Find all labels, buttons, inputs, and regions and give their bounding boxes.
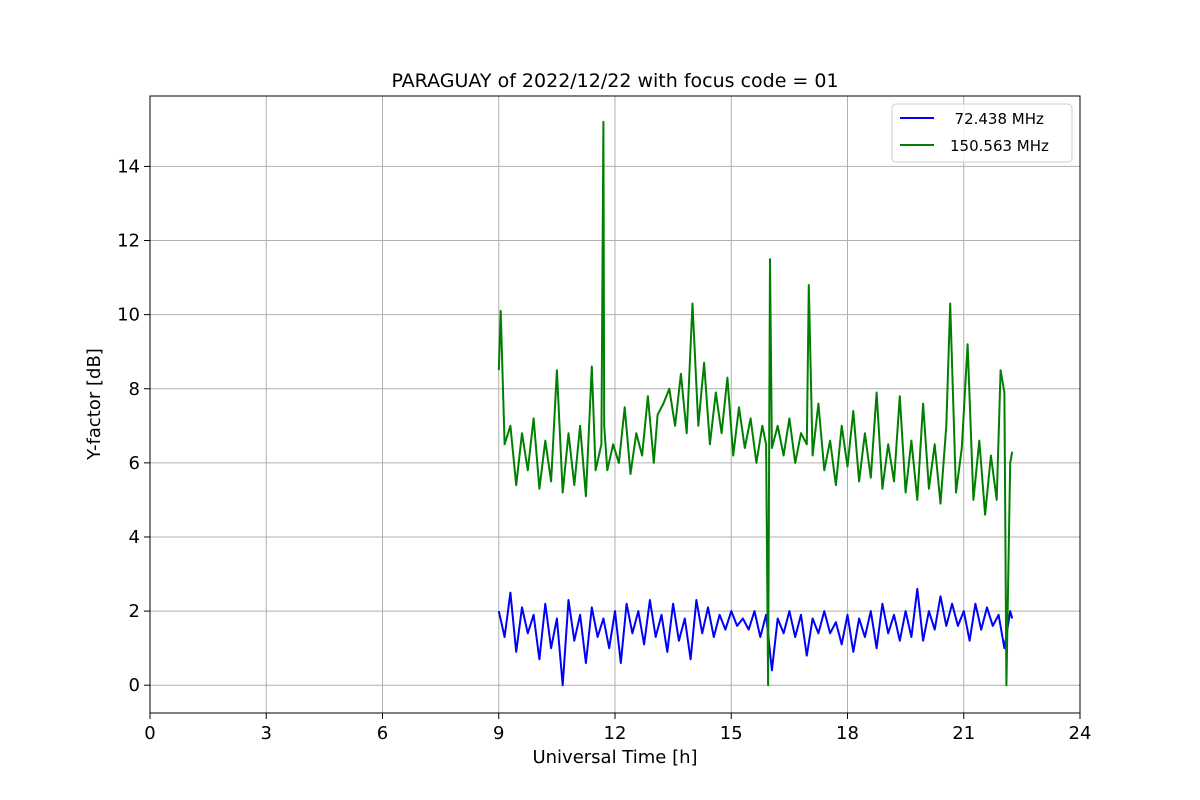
x-tick-label: 3: [261, 723, 272, 744]
x-tick-label: 15: [720, 723, 743, 744]
legend-label-2: 150.563 MHz: [950, 137, 1049, 155]
x-tick-label: 0: [144, 723, 155, 744]
x-tick-label: 9: [493, 723, 504, 744]
chart-title: PARAGUAY of 2022/12/22 with focus code =…: [391, 70, 838, 92]
x-tick-label: 6: [377, 723, 388, 744]
y-tick-label: 12: [117, 231, 140, 252]
y-tick-label: 6: [129, 453, 140, 474]
series-layer: [497, 120, 1014, 687]
y-tick-label: 8: [129, 379, 140, 400]
y-axis-label: Y-factor [dB]: [84, 348, 105, 461]
y-tick-label: 14: [117, 156, 140, 177]
legend-box: [891, 103, 1073, 163]
legend-label-1: 72.438 MHz: [945, 110, 1044, 128]
y-tick-label: 4: [129, 527, 140, 548]
legend: 72.438 MHz 150.563 MHz: [891, 103, 1073, 163]
y-tick-label: 0: [129, 675, 140, 696]
x-tick-label: 18: [836, 723, 859, 744]
x-tick-label: 12: [604, 723, 627, 744]
x-tick-label: 24: [1069, 723, 1092, 744]
series-line-1: [497, 587, 1014, 687]
x-tick-label: 21: [952, 723, 975, 744]
series-line-2: [497, 120, 1014, 687]
x-axis-label: Universal Time [h]: [532, 747, 697, 768]
y-tick-label: 2: [129, 601, 140, 622]
y-tick-label: 10: [117, 305, 140, 326]
